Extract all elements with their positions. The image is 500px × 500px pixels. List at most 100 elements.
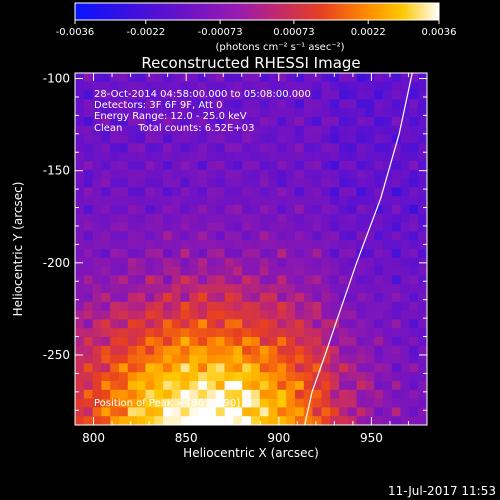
heatmap-cell: [268, 284, 278, 294]
heatmap-cell: [286, 240, 296, 250]
heatmap-cell: [339, 117, 349, 127]
heatmap-cell: [339, 354, 349, 364]
heatmap-cell: [215, 337, 225, 347]
heatmap-cell: [356, 73, 366, 83]
heatmap-cell: [242, 249, 252, 259]
heatmap-cell: [242, 381, 252, 391]
heatmap-cell: [277, 213, 287, 223]
heatmap-cell: [145, 81, 155, 91]
heatmap-cell: [171, 266, 181, 276]
heatmap-cell: [101, 187, 111, 197]
heatmap-cell: [171, 416, 181, 425]
heatmap-cell: [154, 213, 164, 223]
heatmap-cell: [180, 249, 190, 259]
heatmap-cell: [418, 398, 427, 408]
heatmap-cell: [303, 266, 313, 276]
heatmap-cell: [312, 231, 322, 241]
heatmap-cell: [233, 117, 243, 127]
heatmap-cell: [391, 301, 401, 311]
heatmap-cell: [198, 345, 208, 355]
heatmap-cell: [312, 416, 322, 425]
heatmap-cell: [75, 178, 85, 188]
heatmap-cell: [286, 363, 296, 373]
heatmap-cell: [277, 169, 287, 179]
heatmap-cell: [92, 293, 102, 303]
heatmap-cell: [171, 99, 181, 109]
heatmap-cell: [303, 81, 313, 91]
heatmap-cell: [127, 310, 137, 320]
heatmap-cell: [180, 319, 190, 329]
heatmap-cell: [83, 257, 93, 267]
heatmap-cell: [330, 81, 340, 91]
heatmap-cell: [75, 222, 85, 232]
heatmap-cell: [101, 134, 111, 144]
heatmap-cell: [189, 143, 199, 153]
heatmap-cell: [347, 266, 357, 276]
heatmap-cell: [277, 240, 287, 250]
heatmap-cell: [171, 231, 181, 241]
heatmap-cell: [330, 152, 340, 162]
heatmap-cell: [198, 328, 208, 338]
heatmap-cell: [92, 249, 102, 259]
heatmap-cell: [286, 231, 296, 241]
heatmap-cell: [154, 337, 164, 347]
heatmap-cell: [339, 187, 349, 197]
heatmap-cell: [110, 328, 120, 338]
heatmap-cell: [347, 381, 357, 391]
heatmap-cell: [391, 266, 401, 276]
heatmap-cell: [189, 363, 199, 373]
heatmap-cell: [110, 196, 120, 206]
heatmap-cell: [154, 90, 164, 100]
heatmap-cell: [391, 152, 401, 162]
heatmap-cell: [83, 345, 93, 355]
heatmap-cell: [180, 275, 190, 285]
heatmap-cell: [198, 284, 208, 294]
heatmap-cell: [347, 337, 357, 347]
heatmap-cell: [83, 125, 93, 135]
heatmap-cell: [119, 169, 129, 179]
heatmap-cell: [75, 143, 85, 153]
heatmap-cell: [145, 416, 155, 425]
heatmap-cell: [365, 169, 375, 179]
colorbar-tick-label: -0.00073: [198, 27, 243, 38]
heatmap-cell: [154, 310, 164, 320]
heatmap-cell: [321, 328, 331, 338]
heatmap-cell: [154, 99, 164, 109]
heatmap-cell: [215, 328, 225, 338]
heatmap-cell: [119, 187, 129, 197]
heatmap-cell: [215, 81, 225, 91]
heatmap-cell: [101, 354, 111, 364]
heatmap-cell: [339, 240, 349, 250]
heatmap-cell: [180, 81, 190, 91]
heatmap-cell: [365, 178, 375, 188]
heatmap-cell: [207, 249, 217, 259]
heatmap-cell: [418, 319, 427, 329]
heatmap-cell: [347, 178, 357, 188]
heatmap-cell: [409, 337, 419, 347]
heatmap-cell: [339, 337, 349, 347]
heatmap-cell: [207, 416, 217, 425]
heatmap-cell: [75, 240, 85, 250]
heatmap-cell: [259, 266, 269, 276]
heatmap-cell: [83, 161, 93, 171]
heatmap-cell: [75, 372, 85, 382]
heatmap-cell: [339, 319, 349, 329]
heatmap-cell: [110, 178, 120, 188]
heatmap-cell: [83, 337, 93, 347]
heatmap-cell: [92, 275, 102, 285]
heatmap-cell: [207, 363, 217, 373]
heatmap-cell: [347, 117, 357, 127]
heatmap-cell: [207, 381, 217, 391]
heatmap-cell: [391, 143, 401, 153]
heatmap-cell: [251, 398, 261, 408]
heatmap-cell: [374, 293, 384, 303]
heatmap-cell: [321, 196, 331, 206]
heatmap-cell: [207, 134, 217, 144]
heatmap-cell: [180, 284, 190, 294]
heatmap-cell: [365, 90, 375, 100]
heatmap-cell: [347, 125, 357, 135]
heatmap-cell: [242, 169, 252, 179]
heatmap-cell: [83, 354, 93, 364]
heatmap-cell: [339, 249, 349, 259]
heatmap-cell: [180, 143, 190, 153]
